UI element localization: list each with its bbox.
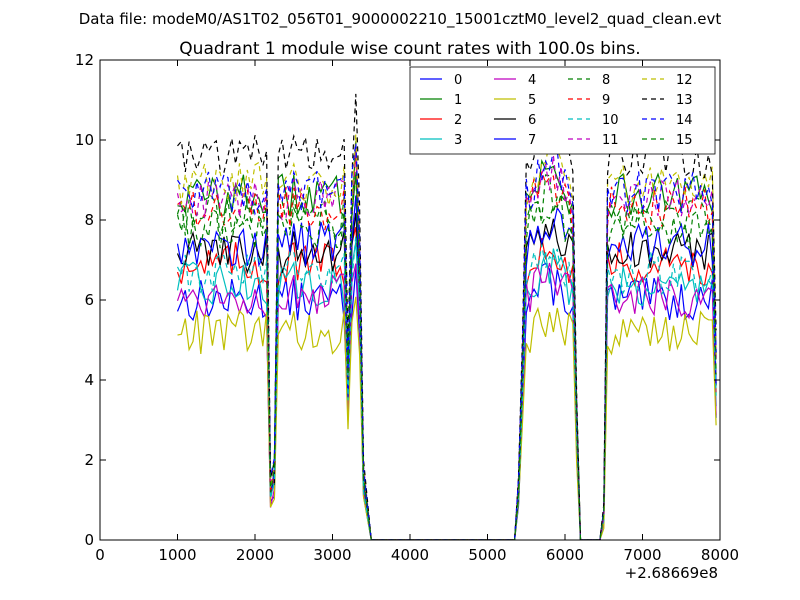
- legend-label: 13: [676, 93, 693, 108]
- y-tick-label: 8: [84, 211, 94, 229]
- y-tick-label: 12: [75, 51, 94, 69]
- x-tick-label: 7000: [623, 546, 661, 564]
- series-line-11: [176, 144, 717, 540]
- x-axis-offset-label: +2.68669e8: [625, 564, 718, 582]
- legend-label: 12: [676, 73, 693, 88]
- series-line-1: [177, 141, 717, 540]
- y-tick-label: 0: [84, 531, 94, 549]
- series-line-14: [176, 143, 717, 540]
- legend-label: 10: [602, 113, 619, 128]
- legend-label: 14: [676, 113, 693, 128]
- legend-label: 5: [528, 93, 536, 108]
- x-tick-label: 8000: [701, 546, 739, 564]
- x-tick-label: 2000: [236, 546, 274, 564]
- x-tick-label: 1000: [158, 546, 196, 564]
- x-tick-label: 4000: [391, 546, 429, 564]
- series-line-8: [176, 171, 717, 540]
- legend-label: 1: [454, 93, 462, 108]
- legend-frame: [409, 66, 716, 155]
- x-tick-label: 3000: [313, 546, 351, 564]
- y-tick-label: 4: [84, 371, 94, 389]
- legend-label: 11: [602, 133, 619, 148]
- x-tick-label: 0: [95, 546, 105, 564]
- series-line-10: [176, 235, 717, 540]
- series-line-13: [177, 93, 717, 540]
- legend-label: 0: [454, 73, 462, 88]
- legend-label: 15: [676, 133, 693, 148]
- legend-label: 4: [528, 73, 536, 88]
- figure-suptitle: Data file: modeM0/AS1T02_056T01_90000022…: [79, 10, 722, 29]
- x-tick-label: 5000: [468, 546, 506, 564]
- legend-label: 9: [602, 93, 610, 108]
- y-tick-label: 6: [84, 291, 94, 309]
- legend-label: 8: [602, 73, 610, 88]
- series-line-9: [177, 154, 717, 540]
- series-line-5: [177, 296, 717, 540]
- series-line-2: [176, 227, 717, 540]
- legend-label: 2: [454, 113, 462, 128]
- y-tick-label: 10: [75, 131, 94, 149]
- series-line-7: [176, 195, 717, 540]
- legend-label: 3: [454, 133, 462, 148]
- chart-title: Quadrant 1 module wise count rates with …: [179, 39, 640, 59]
- series-lines: [176, 93, 717, 540]
- x-tick-label: 6000: [546, 546, 584, 564]
- legend-label: 7: [528, 133, 536, 148]
- series-line-15: [176, 176, 717, 540]
- series-line-4: [176, 262, 717, 540]
- y-tick-label: 2: [84, 451, 94, 469]
- legend-label: 6: [528, 113, 536, 128]
- axis-ticks: 0 1000 2000 3000 4000 5000 6000 7000 80000246810…: [75, 51, 739, 564]
